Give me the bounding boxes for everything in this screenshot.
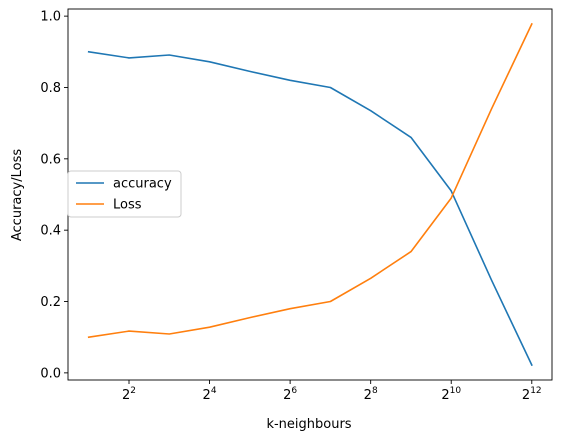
y-tick-label: 0.2 (40, 295, 61, 310)
y-tick-label: 0.0 (40, 366, 61, 381)
legend: accuracy Loss (67, 170, 182, 218)
y-tick-label: 1.0 (40, 10, 61, 25)
y-tick-label: 0.8 (40, 81, 61, 96)
y-axis-label: Accuracy/Loss (10, 149, 25, 241)
legend-label: Loss (113, 198, 142, 213)
x-tick-label: 210 (441, 386, 461, 403)
y-tick-label: 0.4 (40, 224, 61, 239)
x-tick-label: 22 (122, 386, 136, 403)
plot-area (87, 22, 533, 367)
y-tick-label: 0.6 (40, 152, 61, 167)
x-tick-label: 26 (283, 386, 297, 403)
x-tick-label: 212 (522, 386, 542, 403)
series-line-0 (87, 50, 533, 367)
x-tick-label: 28 (364, 386, 378, 403)
x-tick-label: 24 (203, 386, 217, 403)
series-line-1 (87, 22, 533, 339)
legend-label: accuracy (113, 177, 172, 192)
x-axis-label: k-neighbours (266, 417, 351, 432)
